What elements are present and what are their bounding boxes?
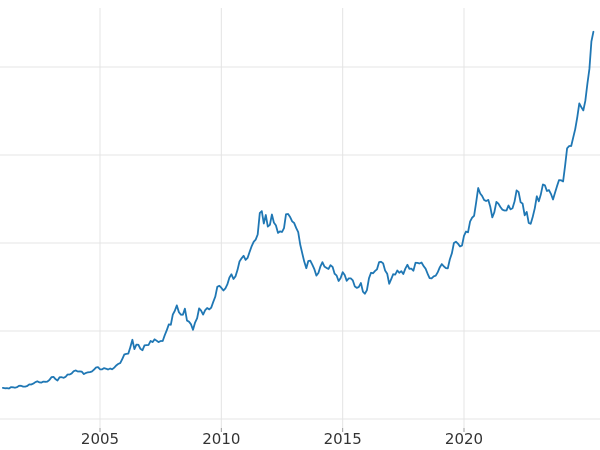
x-tick-label: 2020 bbox=[444, 430, 484, 448]
x-tick-label: 2015 bbox=[323, 430, 362, 448]
x-tick-label: 2010 bbox=[202, 430, 241, 448]
price-line bbox=[2, 30, 595, 390]
x-tick-label: 2005 bbox=[80, 430, 120, 448]
